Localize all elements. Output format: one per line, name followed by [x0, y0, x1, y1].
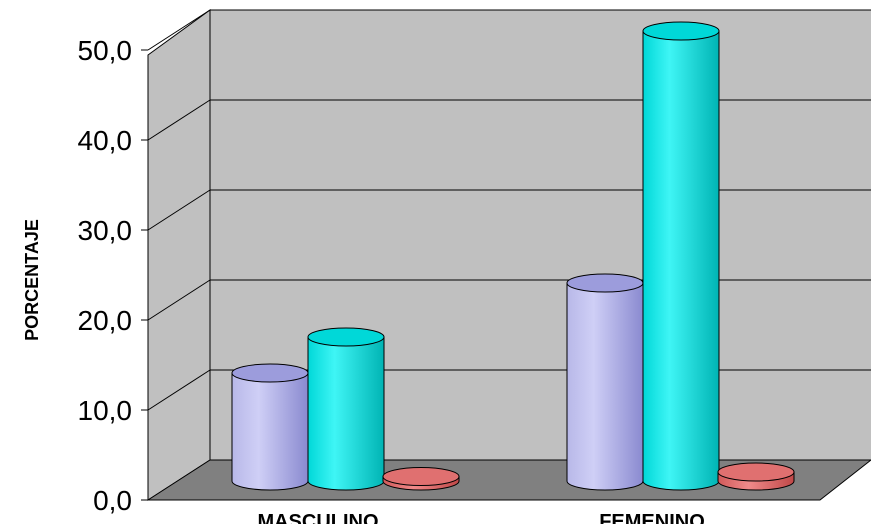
category-label-femenino: FEMENINO	[599, 511, 705, 524]
gridline-diagonal	[147, 279, 211, 321]
bar-top-femenino-s3	[717, 462, 795, 482]
y-axis: 0,0 10,0 20,0 30,0 40,0 50,0	[78, 35, 149, 516]
y-tick-label: 40,0	[78, 125, 133, 156]
bars	[231, 21, 795, 491]
y-tick-label: 20,0	[78, 305, 133, 336]
bar-femenino-s2	[642, 21, 720, 491]
bar-masculino-s2	[307, 327, 385, 491]
bar-top-femenino-s1	[566, 273, 644, 293]
bar-masculino-s3	[382, 467, 460, 491]
bar-top-femenino-s2	[642, 21, 720, 41]
y-tick-label: 30,0	[78, 215, 133, 246]
y-tick-label: 50,0	[78, 35, 133, 66]
bar-body-femenino-s2	[642, 30, 720, 491]
gridline-diagonal	[147, 369, 211, 411]
bar-femenino-s3	[717, 462, 795, 491]
y-axis-label: PORCENTAJE	[22, 219, 42, 341]
gridline-diagonal	[147, 189, 211, 231]
gridline-diagonal	[147, 9, 211, 51]
bar-masculino-s1	[231, 363, 309, 491]
bar-top-masculino-s3	[382, 467, 460, 486]
bar-body-femenino-s1	[566, 282, 644, 491]
bar-body-masculino-s2	[307, 336, 385, 491]
gridline-diagonal	[147, 99, 211, 141]
bar-body-masculino-s1	[231, 372, 309, 491]
bar-femenino-s1	[566, 273, 644, 491]
bar-top-masculino-s1	[231, 363, 309, 383]
side-wall	[147, 9, 211, 501]
category-label-masculino: MASCULINO	[257, 511, 378, 524]
y-tick-label: 0,0	[93, 485, 132, 516]
y-tick-label: 10,0	[78, 395, 133, 426]
bar-top-masculino-s2	[307, 327, 385, 347]
